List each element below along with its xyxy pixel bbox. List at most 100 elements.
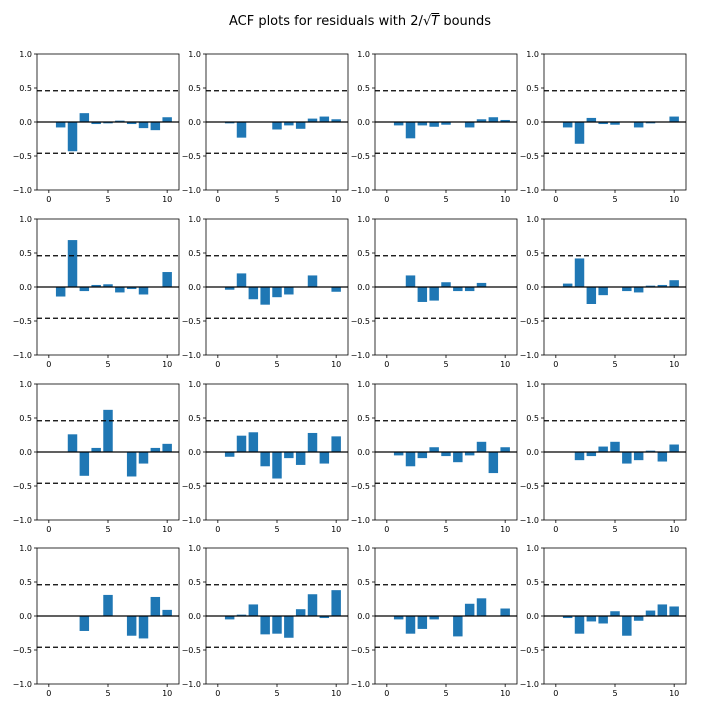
acf-bar xyxy=(669,280,679,287)
acf-bar xyxy=(236,614,247,616)
y-tick-label: −1.0 xyxy=(13,186,32,195)
x-tick-label: 10 xyxy=(162,195,172,204)
x-tick-label: 0 xyxy=(553,525,558,534)
x-tick-label: 10 xyxy=(500,525,510,534)
acf-bar xyxy=(331,119,341,122)
acf-bar xyxy=(464,122,475,128)
acf-bar xyxy=(67,240,78,287)
y-tick-label: −0.5 xyxy=(13,482,32,491)
y-tick-label: 0.0 xyxy=(19,283,32,292)
acf-bar xyxy=(610,122,620,125)
x-tick-label: 5 xyxy=(612,360,617,369)
x-tick-label: 0 xyxy=(46,525,51,534)
y-tick-label: 1.0 xyxy=(19,50,32,59)
acf-bar xyxy=(272,287,282,298)
y-tick-label: 0.0 xyxy=(526,283,539,292)
x-tick-label: 0 xyxy=(553,195,558,204)
x-tick-label: 5 xyxy=(105,689,110,698)
acf-panel-5: −1.0 −0.5 0.0 0.5 1.0 0 5 10 xyxy=(13,215,180,369)
acf-bar xyxy=(657,604,668,616)
acf-bar xyxy=(260,452,270,467)
y-tick-label: 1.0 xyxy=(526,380,539,389)
y-tick-label: 0.5 xyxy=(188,578,201,587)
acf-bar xyxy=(417,122,428,126)
acf-bar xyxy=(272,452,282,479)
acf-bar xyxy=(162,443,172,452)
y-tick-label: −1.0 xyxy=(520,680,539,689)
acf-bar xyxy=(610,441,620,452)
y-tick-label: −1.0 xyxy=(182,516,201,525)
acf-bar xyxy=(586,616,597,622)
acf-bar xyxy=(586,452,597,457)
acf-bar xyxy=(429,287,439,301)
y-tick-label: −1.0 xyxy=(520,516,539,525)
acf-bar xyxy=(476,598,487,616)
y-tick-label: 1.0 xyxy=(357,215,370,224)
acf-bar xyxy=(248,432,259,452)
acf-bar xyxy=(91,122,101,125)
y-tick-label: 0.5 xyxy=(526,578,539,587)
y-tick-label: −0.5 xyxy=(182,152,201,161)
x-tick-label: 10 xyxy=(331,195,341,204)
x-tick-label: 5 xyxy=(443,525,448,534)
y-tick-label: 0.5 xyxy=(357,414,370,423)
x-tick-label: 0 xyxy=(384,525,389,534)
acf-bar xyxy=(126,287,137,290)
acf-bar xyxy=(453,616,463,637)
y-tick-label: 1.0 xyxy=(526,215,539,224)
acf-bar xyxy=(307,275,318,287)
acf-panel-8: −1.0 −0.5 0.0 0.5 1.0 0 5 10 xyxy=(520,215,687,369)
y-tick-label: 1.0 xyxy=(526,544,539,553)
x-tick-label: 0 xyxy=(215,689,220,698)
acf-bar xyxy=(284,452,294,459)
acf-bar xyxy=(162,272,172,287)
acf-bar xyxy=(669,116,679,122)
y-tick-label: −0.5 xyxy=(13,646,32,655)
acf-bar xyxy=(138,287,149,295)
acf-bar xyxy=(150,447,161,452)
acf-bar xyxy=(669,606,679,616)
y-tick-label: 1.0 xyxy=(19,544,32,553)
y-tick-label: 1.0 xyxy=(357,544,370,553)
acf-panel-6: −1.0 −0.5 0.0 0.5 1.0 0 5 10 xyxy=(182,215,349,369)
acf-bar xyxy=(633,616,644,621)
x-tick-label: 0 xyxy=(46,360,51,369)
acf-bar xyxy=(574,616,585,634)
acf-bar xyxy=(295,452,306,465)
acf-bar xyxy=(586,117,597,122)
acf-bar xyxy=(272,616,282,634)
acf-panel-15: −1.0 −0.5 0.0 0.5 1.0 0 5 10 xyxy=(351,544,518,698)
y-tick-label: −1.0 xyxy=(13,516,32,525)
acf-bar xyxy=(150,596,161,616)
acf-panel-14: −1.0 −0.5 0.0 0.5 1.0 0 5 10 xyxy=(182,544,349,698)
x-tick-label: 10 xyxy=(162,525,172,534)
x-tick-label: 5 xyxy=(443,689,448,698)
y-tick-label: 0.5 xyxy=(188,84,201,93)
y-tick-label: −1.0 xyxy=(351,680,370,689)
y-tick-label: −0.5 xyxy=(520,646,539,655)
y-tick-label: 1.0 xyxy=(188,544,201,553)
acf-bar xyxy=(562,122,573,128)
acf-bar xyxy=(441,452,451,457)
y-tick-label: 0.0 xyxy=(188,118,201,127)
y-tick-label: 1.0 xyxy=(188,215,201,224)
acf-bar xyxy=(476,119,487,122)
acf-bar xyxy=(405,616,416,634)
y-tick-label: 0.0 xyxy=(357,612,370,621)
acf-bar xyxy=(657,284,668,287)
y-tick-label: 0.0 xyxy=(357,118,370,127)
y-tick-label: 0.5 xyxy=(188,414,201,423)
acf-bar xyxy=(79,287,90,292)
acf-bar xyxy=(429,616,439,620)
y-tick-label: 0.5 xyxy=(19,578,32,587)
x-tick-label: 0 xyxy=(384,195,389,204)
x-tick-label: 10 xyxy=(669,689,679,698)
x-tick-label: 5 xyxy=(612,525,617,534)
acf-bar xyxy=(500,608,510,616)
acf-bar xyxy=(622,452,632,464)
y-tick-label: 0.0 xyxy=(188,612,201,621)
x-tick-label: 0 xyxy=(215,195,220,204)
acf-bar xyxy=(622,616,632,636)
acf-panel-11: −1.0 −0.5 0.0 0.5 1.0 0 5 10 xyxy=(351,380,518,534)
